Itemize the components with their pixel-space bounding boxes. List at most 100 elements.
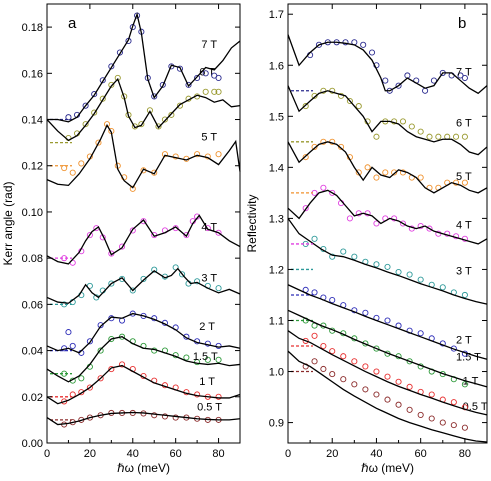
- field-label: 0.5 T: [463, 401, 488, 413]
- data-point: [373, 391, 380, 398]
- fit-line: [46, 214, 241, 265]
- series-0p5t: 0.5 T: [287, 350, 488, 443]
- data-point: [406, 383, 413, 390]
- data-point: [360, 41, 367, 48]
- data-point: [439, 284, 446, 291]
- y-tick-label: 1.6: [269, 60, 284, 72]
- data-point: [399, 118, 407, 125]
- field-label: 3 T: [456, 266, 472, 278]
- data-point: [452, 133, 460, 140]
- data-point: [408, 123, 415, 130]
- data-point: [183, 354, 190, 361]
- data-point: [311, 358, 318, 365]
- series-1t: 1 T: [46, 361, 241, 405]
- data-point: [450, 422, 457, 429]
- data-point: [204, 225, 211, 232]
- data-point: [362, 309, 369, 316]
- data-point: [82, 102, 89, 109]
- data-point: [311, 235, 318, 242]
- data-point: [61, 255, 68, 262]
- data-point: [172, 414, 179, 421]
- data-point: [320, 365, 327, 373]
- data-point: [430, 77, 437, 84]
- data-point: [97, 322, 104, 329]
- field-label: 0.5 T: [197, 402, 222, 414]
- y-tick-label: 0.10: [22, 207, 43, 219]
- x-tick-label: 60: [415, 448, 427, 460]
- data-point: [215, 285, 222, 292]
- fit-line: [46, 411, 241, 426]
- fit-line: [46, 336, 241, 383]
- x-tick-label: 40: [370, 448, 382, 460]
- data-point: [417, 174, 424, 181]
- data-point: [426, 133, 433, 140]
- data-point: [65, 329, 72, 336]
- data-point: [461, 291, 468, 299]
- data-point: [151, 266, 158, 273]
- y-tick-label: 0.14: [22, 115, 43, 127]
- data-point: [202, 70, 209, 77]
- field-label: 1.5 T: [193, 351, 218, 363]
- data-point: [129, 287, 136, 294]
- data-point: [373, 133, 380, 140]
- y-tick-label: 1.5: [269, 111, 284, 123]
- data-point: [155, 123, 162, 130]
- data-point: [215, 151, 222, 158]
- data-point: [161, 116, 168, 123]
- data-point: [382, 77, 389, 84]
- series-4t: 4 T: [46, 213, 241, 266]
- y-tick-label: 0.9: [269, 418, 284, 430]
- data-point: [320, 342, 327, 350]
- data-point: [368, 49, 376, 56]
- data-point: [215, 393, 222, 400]
- data-point: [351, 381, 358, 388]
- field-label: 2 T: [199, 321, 215, 333]
- data-point: [183, 232, 190, 239]
- field-label: 3 T: [201, 272, 217, 284]
- data-point: [395, 378, 402, 385]
- data-point: [417, 276, 424, 283]
- data-point: [108, 81, 115, 88]
- data-point: [61, 370, 68, 377]
- data-point: [384, 396, 391, 403]
- field-label: 5 T: [456, 171, 472, 183]
- data-point: [399, 220, 407, 227]
- field-label: 6 T: [456, 118, 472, 130]
- data-point: [99, 77, 106, 84]
- fit-line: [287, 218, 488, 305]
- data-point: [129, 227, 136, 234]
- x-axis-title: ℏω (meV): [361, 461, 414, 475]
- y-tick-label: 0.04: [22, 346, 43, 358]
- data-point: [179, 271, 186, 278]
- data-point: [138, 121, 145, 128]
- data-point: [61, 164, 68, 172]
- data-point: [215, 342, 222, 350]
- data-point: [159, 81, 166, 88]
- data-point: [176, 65, 184, 72]
- data-point: [461, 424, 468, 431]
- series-6t: 6 T: [287, 85, 488, 156]
- data-point: [140, 275, 147, 283]
- data-point: [91, 109, 98, 116]
- series-3t: 3 T: [46, 264, 241, 308]
- fit-line: [287, 309, 488, 388]
- data-point: [215, 356, 222, 363]
- series-5t: 5 T: [287, 138, 488, 194]
- data-point: [428, 415, 435, 422]
- data-point: [194, 74, 201, 81]
- data-point: [311, 332, 318, 339]
- data-point: [215, 88, 222, 95]
- x-tick-label: 80: [459, 448, 471, 460]
- data-point: [161, 151, 168, 158]
- data-point: [320, 184, 327, 191]
- data-point: [302, 337, 309, 344]
- fit-line: [47, 12, 241, 123]
- fit-line: [287, 350, 488, 443]
- data-point: [346, 97, 353, 105]
- series-2t: 2 T: [287, 284, 488, 360]
- y-tick-label: 0.12: [22, 161, 43, 173]
- data-point: [426, 225, 433, 232]
- data-point: [428, 391, 435, 398]
- y-axis-title: Reflectivity: [245, 194, 259, 252]
